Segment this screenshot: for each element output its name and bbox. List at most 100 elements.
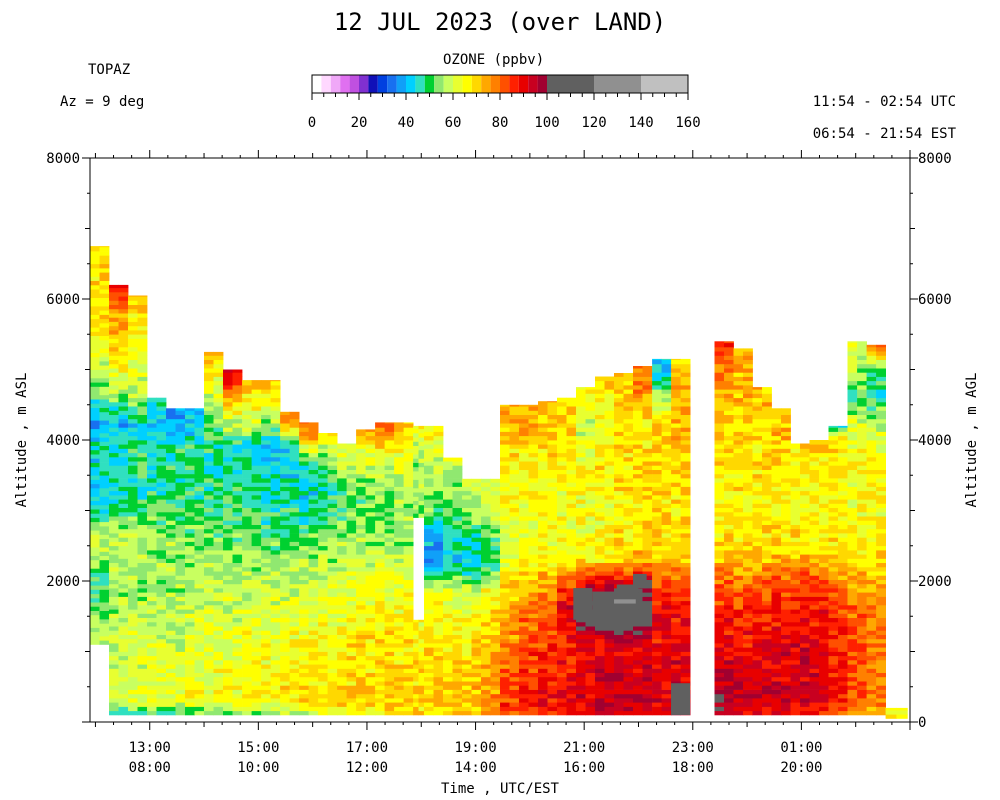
ozone-cell [595, 528, 605, 534]
ozone-cell [289, 664, 300, 669]
ozone-cell [128, 511, 138, 517]
ozone-cell [90, 534, 100, 540]
ozone-cell [528, 630, 539, 635]
ozone-cell [471, 609, 482, 614]
ozone-cell [471, 638, 482, 644]
ozone-cell [289, 452, 300, 458]
ozone-cell [433, 634, 444, 640]
ozone-cell [128, 706, 138, 712]
ozone-cell [424, 566, 434, 572]
ozone-cell [90, 581, 100, 586]
ozone-cell [365, 537, 376, 542]
ozone-cell [280, 486, 290, 492]
ozone-cell [403, 490, 414, 496]
ozone-cell [680, 537, 691, 542]
ozone-cell [680, 626, 691, 631]
ozone-cell [232, 369, 243, 373]
ozone-cell [346, 621, 357, 627]
ozone-cell [261, 558, 271, 563]
ozone-cell [661, 605, 672, 610]
ozone-cell [232, 702, 243, 707]
ozone-cell [519, 448, 529, 454]
ozone-cell [413, 441, 419, 446]
ozone-cell [680, 401, 691, 407]
ozone-cell [623, 516, 634, 521]
ozone-cell [623, 486, 634, 492]
ozone-cell [652, 647, 662, 652]
ozone-cell [109, 617, 119, 623]
ozone-cell [299, 482, 309, 487]
ozone-cell [557, 414, 567, 420]
ozone-cell [680, 621, 691, 627]
ozone-cell [424, 710, 434, 716]
ozone-cell [156, 681, 167, 686]
ozone-cell [595, 571, 605, 576]
ozone-cell [633, 465, 643, 470]
ozone-cell [604, 511, 615, 517]
ozone-cell [375, 533, 385, 538]
ozone-cell [519, 613, 529, 618]
ozone-cell [308, 609, 319, 614]
ozone-cell [604, 672, 615, 678]
ozone-cell [443, 465, 453, 470]
ozone-cell [223, 452, 233, 458]
ozone-cell [576, 626, 586, 631]
ozone-cell [424, 550, 434, 555]
ozone-cell [337, 583, 347, 589]
ozone-cell [394, 554, 404, 559]
ozone-cell [156, 672, 167, 678]
ozone-cell [633, 676, 643, 682]
ozone-cell [337, 507, 347, 513]
ozone-cell [213, 486, 224, 492]
ozone-cell [318, 433, 328, 437]
ozone-cell [614, 664, 624, 669]
ozone-cell [99, 297, 110, 303]
ozone-cell [652, 435, 662, 441]
ozone-cell [680, 423, 691, 428]
ozone-cell [337, 465, 347, 470]
ozone-cell [585, 456, 596, 462]
ozone-cell [585, 571, 596, 576]
ozone-cell [614, 511, 624, 517]
ozone-cell [642, 473, 653, 479]
ozone-cell [528, 406, 539, 411]
ozone-cell [90, 314, 100, 320]
colorbar-swatch [490, 75, 500, 93]
ozone-cell [356, 617, 366, 623]
ozone-cell [337, 478, 347, 483]
ozone-cell [557, 499, 567, 504]
ozone-cell [109, 621, 119, 627]
ozone-cell [462, 672, 472, 678]
ozone-cell [299, 511, 309, 517]
ozone-cell [443, 600, 453, 606]
ozone-cell [403, 422, 414, 424]
ozone-cell [528, 495, 539, 500]
ozone-cell [346, 706, 357, 712]
ozone-cell [337, 443, 347, 445]
ozone-cell [433, 689, 444, 695]
ozone-cell [633, 537, 643, 542]
ozone-cell [270, 537, 281, 542]
ozone-cell [528, 685, 539, 690]
ozone-cell [289, 537, 300, 542]
ozone-cell [500, 528, 510, 534]
ozone-cell [566, 528, 577, 534]
ozone-cell [462, 511, 472, 517]
ozone-cell [566, 592, 577, 597]
ozone-cell [576, 473, 586, 479]
ozone-cell [680, 499, 691, 504]
ozone-cell [547, 651, 558, 657]
ozone-cell [576, 660, 586, 665]
ozone-cell [462, 613, 472, 618]
ozone-cell [585, 387, 596, 390]
ozone-cell [604, 490, 615, 496]
ozone-cell [99, 589, 110, 595]
ozone-cell [671, 660, 681, 665]
ozone-cell [194, 600, 205, 606]
ozone-cell [346, 664, 357, 669]
ozone-cell [223, 689, 233, 695]
ozone-cell [280, 600, 290, 606]
ozone-cell [270, 693, 281, 699]
ozone-cell [547, 478, 558, 483]
ozone-cell [289, 414, 300, 420]
